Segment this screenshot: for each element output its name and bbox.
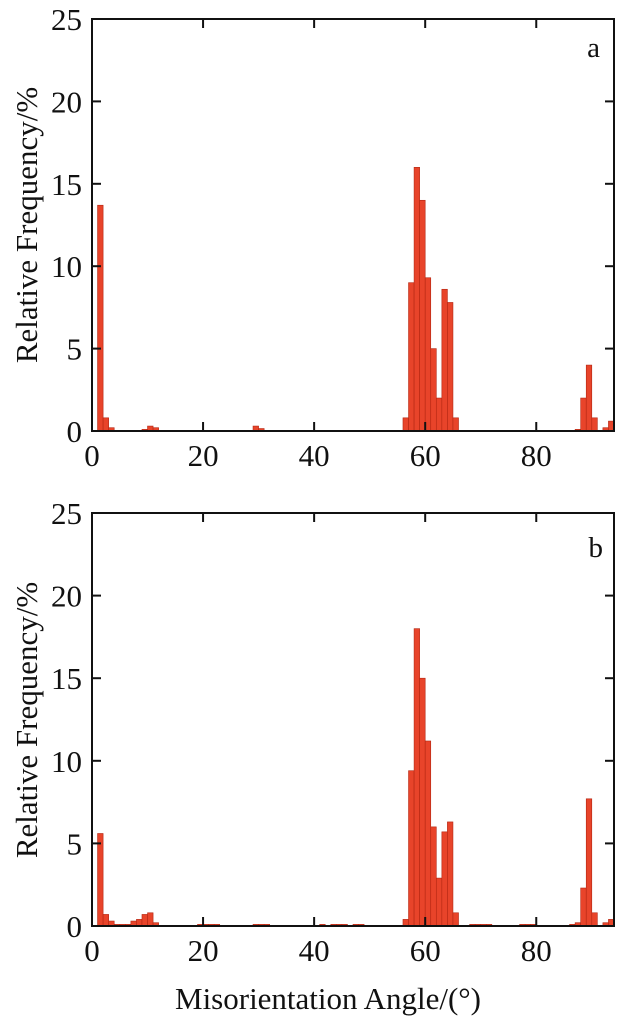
panel-a-bar	[424, 277, 432, 432]
panel-a: 0 20 40 60 80 0 5 10 15 20 25 a Relative Frequency…	[9, 2, 615, 473]
panel-b-bar	[591, 912, 598, 927]
panel-a-bar	[441, 288, 448, 432]
panel-b-bar	[447, 821, 454, 927]
panel-b-x-tick-label: 20	[188, 933, 219, 968]
panel-b-bar	[430, 826, 437, 927]
panel-b-bar	[452, 912, 459, 927]
panel-b-bar	[441, 831, 448, 927]
panel-a-x-tick-label: 80	[521, 438, 552, 473]
x-axis-title: Misorientation Angle/(°)	[175, 981, 481, 1016]
panel-b-bar	[580, 887, 587, 927]
panel-b-y-tick-label: 25	[51, 496, 82, 531]
panel-a-x-tick-label: 40	[299, 438, 330, 473]
panel-b-ticks	[91, 512, 614, 927]
panel-b-x-tick-label: 40	[299, 933, 330, 968]
panel-a-bar	[435, 397, 443, 432]
panel-a-x-tick-label: 0	[84, 438, 100, 473]
panel-b-bar	[97, 833, 104, 927]
panel-a-bar	[580, 397, 587, 432]
panel-a-bar	[413, 167, 420, 432]
panel-b-y-axis-title: Relative Frequency/%	[9, 582, 44, 858]
panel-b-y-tick-label: 20	[51, 579, 82, 614]
panel-a-y-tick-label: 5	[67, 332, 83, 367]
panel-b-bars	[97, 628, 615, 927]
panel-a-y-tick-label: 10	[51, 249, 82, 284]
panel-b-bar	[585, 798, 593, 927]
panel-a-bar	[402, 417, 409, 432]
panel-a-y-tick-label: 15	[51, 167, 82, 202]
panel-a-bars	[97, 167, 615, 432]
panel-a-y-tick-label: 0	[67, 414, 83, 449]
panel-b-plot-frame	[91, 512, 615, 927]
panel-b-x-tick-label: 60	[410, 933, 441, 968]
panel-b-y-tick-label: 10	[51, 744, 82, 779]
panel-b: 0 20 40 60 80 0 5 10 15 20 25 b Relative Frequency…	[9, 496, 615, 1016]
panel-b-bar	[419, 677, 426, 927]
panel-b-bar	[413, 628, 420, 927]
panel-a-letter: a	[587, 32, 600, 64]
panel-a-x-tick-label: 60	[410, 438, 441, 473]
panel-b-x-tick-label: 0	[84, 933, 100, 968]
panel-b-letter: b	[589, 532, 604, 564]
panel-b-bar	[102, 914, 109, 927]
panel-a-y-tick-label: 20	[51, 84, 82, 119]
panel-a-y-axis-title: Relative Frequency/%	[9, 87, 44, 363]
panel-b-bar	[408, 770, 415, 927]
panel-a-bar	[419, 199, 426, 432]
panel-b-y-tick-label: 5	[67, 826, 83, 861]
panel-a-bar	[102, 417, 109, 432]
panel-a-bar	[408, 282, 415, 432]
panel-a-tick-labels: 0 20 40 60 80 0 5 10 15 20 25	[51, 2, 552, 473]
panel-a-x-tick-label: 20	[188, 438, 219, 473]
panel-b-bar	[147, 912, 154, 927]
panel-a-bar	[452, 417, 459, 432]
panel-a-plot-frame	[91, 18, 615, 432]
panel-a-bar	[591, 417, 598, 432]
panel-a-bar	[430, 348, 437, 432]
panel-b-bar	[435, 877, 443, 927]
panel-b-y-tick-label: 15	[51, 661, 82, 696]
panel-a-ticks	[91, 18, 614, 432]
panel-b-x-tick-label: 80	[521, 933, 552, 968]
panel-a-bar	[447, 302, 454, 432]
panel-b-bar	[424, 740, 432, 927]
panel-b-bar	[141, 914, 148, 927]
panel-a-bar	[97, 204, 104, 432]
panel-a-y-tick-label: 25	[51, 2, 82, 37]
panel-b-y-tick-label: 0	[67, 909, 83, 944]
panel-b-tick-labels: 0 20 40 60 80 0 5 10 15 20 25	[51, 496, 552, 968]
panel-a-bar	[585, 364, 593, 432]
